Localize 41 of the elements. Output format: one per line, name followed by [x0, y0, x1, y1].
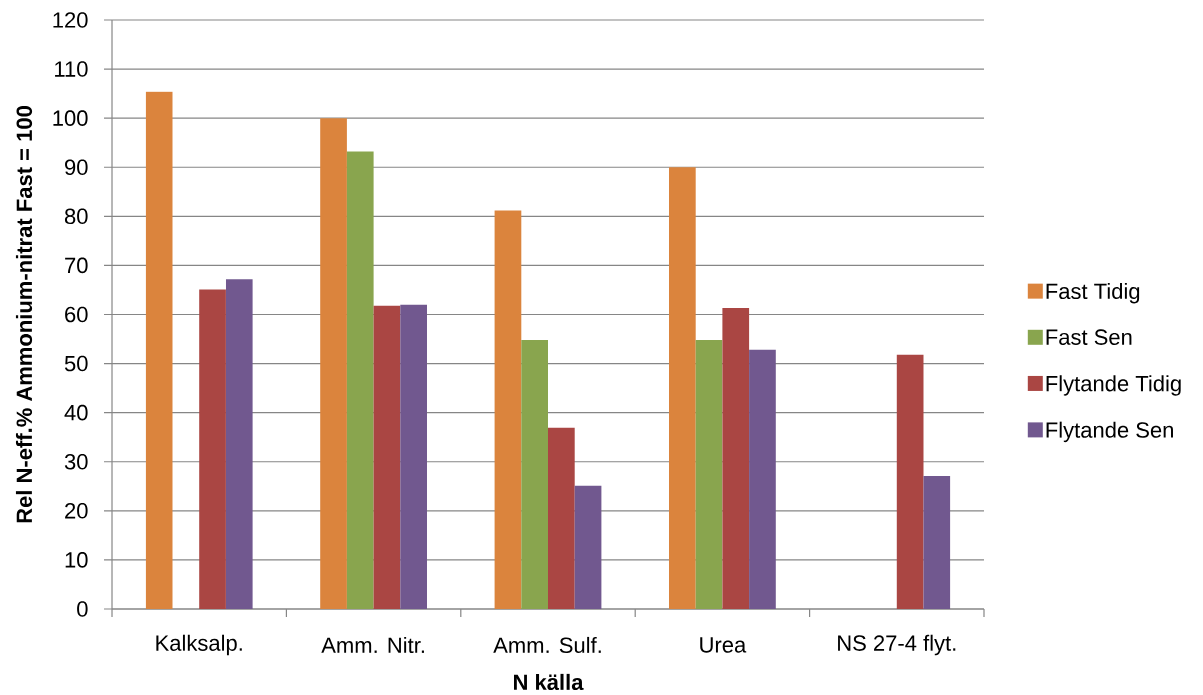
y-tick-label: 40 [64, 404, 88, 421]
bar [145, 91, 173, 609]
y-tick-label: 80 [64, 208, 88, 225]
y-tick-label: 110 [55, 61, 88, 77]
x-tick-label: Kalksalp. [156, 634, 242, 656]
legend-label: Fast Sen [1046, 329, 1132, 345]
bar [896, 354, 924, 609]
bar [373, 305, 401, 609]
bar [521, 340, 548, 609]
legend-label: Flytande Sen [1046, 421, 1173, 443]
y-axis-title: Rel N-eff.% Ammonium-nitrat Fast = 100 [15, 106, 33, 523]
bar [695, 340, 723, 609]
y-tick-label: 100 [53, 110, 88, 126]
legend-label: Fast Tidig [1046, 282, 1140, 304]
y-tick-label: 0 [77, 601, 88, 617]
bar [722, 308, 750, 609]
legend-label: Flytande Tidig [1046, 375, 1181, 396]
bar [548, 427, 575, 609]
bar [320, 118, 347, 609]
bar [574, 485, 602, 609]
bar [494, 210, 522, 609]
bar [749, 349, 776, 609]
x-axis-title: N källa [514, 673, 584, 691]
y-tick-label: 50 [64, 355, 88, 372]
y-tick-label: 90 [65, 159, 88, 176]
bar [669, 167, 696, 609]
x-tick-label: NS 27-4 flyt. [838, 634, 956, 656]
y-tick-label: 30 [64, 453, 88, 470]
x-tick-label: Amm. Nitr. [321, 636, 424, 654]
y-tick-label: 70 [65, 257, 88, 274]
y-tick-label: 10 [65, 552, 88, 568]
y-tick-label: 60 [65, 306, 88, 323]
x-tick-label: Urea [700, 637, 747, 653]
bar [400, 304, 427, 609]
x-tick-label: Amm. Sulf. [493, 636, 601, 654]
bar [199, 289, 226, 609]
bar [346, 151, 374, 609]
bar [225, 279, 253, 609]
y-tick-label: 20 [65, 503, 88, 519]
y-tick-label: 120 [53, 12, 88, 28]
bar [923, 475, 951, 609]
